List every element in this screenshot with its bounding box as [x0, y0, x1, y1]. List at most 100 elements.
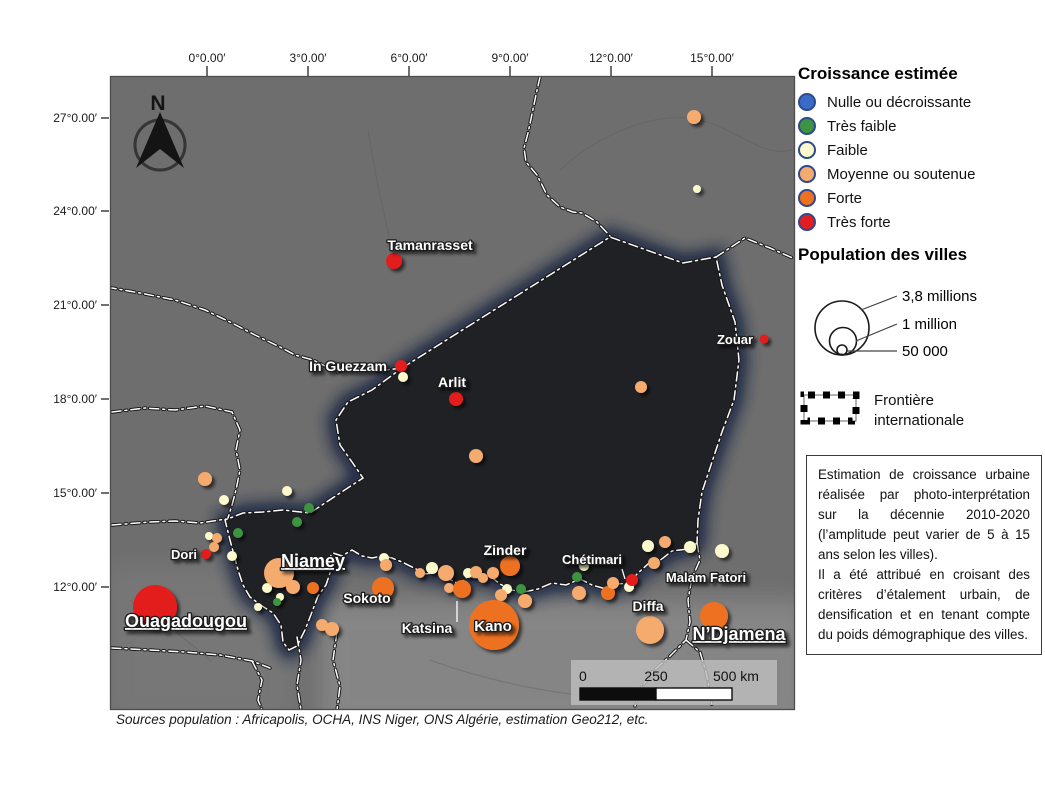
city-dot: [209, 542, 219, 552]
methodology-paragraph-1: Estimation de croissance urbaine réalisé…: [818, 467, 1030, 562]
growth-swatch-icon: [798, 93, 816, 111]
city-dot: [579, 561, 589, 571]
pop-size-label-small: 50 000: [902, 343, 948, 360]
growth-item-label: Très faible: [827, 117, 897, 135]
city-label-sokoto: Sokoto: [343, 590, 390, 606]
label-leader-lines: [456, 568, 626, 622]
city-label-in-guezzam: In Guezzam: [309, 358, 387, 374]
growth-swatch-icon: [798, 141, 816, 159]
legend-panel: Croissance estimée Nulle ou décroissante…: [798, 64, 1045, 432]
growth-legend-item: Faible: [798, 141, 1045, 159]
city-dot: [282, 486, 292, 496]
city-dot-katsina: [453, 580, 471, 598]
city-label-niamey: Niamey: [281, 551, 345, 571]
city-dot: [325, 622, 339, 636]
city-dot: [426, 562, 438, 574]
pop-size-label-large: 3,8 millions: [902, 288, 977, 305]
city-labels-layer: Tamanrasset In Guezzam Arlit Zouar Dori Niame…: [124, 236, 788, 646]
frontier-symbol-icon: [800, 391, 860, 425]
growth-swatch-icon: [798, 189, 816, 207]
city-dot: [684, 541, 696, 553]
city-dot-dori: [201, 549, 211, 559]
axis-label-left: 15°0.00′: [53, 486, 98, 500]
city-dot-ouagadougou: [133, 585, 177, 629]
axis-label-top: 15°0.00′: [690, 51, 735, 65]
city-dot: [469, 449, 483, 463]
scale-250: 250: [644, 668, 668, 684]
city-dot-niamey: [264, 558, 294, 588]
city-label-diffa: Diffa: [632, 598, 663, 614]
city-dot: [304, 503, 314, 513]
city-dot: [572, 572, 582, 582]
city-dot: [227, 551, 237, 561]
city-dot: [316, 619, 328, 631]
city-dot: [438, 565, 454, 581]
city-dot-zouar: [759, 334, 769, 344]
city-label-ouagadougou: Ouagadougou: [125, 611, 247, 631]
growth-legend-item: Nulle ou décroissante: [798, 93, 1045, 111]
city-dot-in-guezzam: [395, 360, 407, 372]
city-dot: [642, 540, 654, 552]
city-dot-sokoto: [372, 577, 394, 599]
city-dots-layer: [133, 110, 769, 650]
city-label-malam-fatori: Malam Fatori: [666, 570, 746, 585]
north-arrow-icon: [136, 112, 184, 168]
city-dot: [659, 536, 671, 548]
leader-line: [621, 568, 626, 580]
city-dot: [254, 603, 262, 611]
city-label-dori: Dori: [171, 547, 197, 562]
city-dot: [478, 573, 488, 583]
scale-bar: 0 250 500 km: [571, 660, 777, 705]
growth-swatch-icon: [798, 117, 816, 135]
city-dot: [415, 568, 425, 578]
growth-legend-item: Très forte: [798, 213, 1045, 231]
growth-legend-items: Nulle ou décroissante Très faible Faible Mo…: [798, 93, 1045, 231]
city-dot: [495, 589, 507, 601]
population-legend-title: Population des villes: [798, 245, 968, 264]
pop-circle-small: [836, 344, 848, 356]
axis-label-top: 9°0.00′: [491, 51, 529, 65]
axis-label-left: 18°0.00′: [53, 392, 98, 406]
growth-item-label: Forte: [827, 189, 863, 207]
city-dot: [715, 544, 729, 558]
city-dot: [205, 532, 213, 540]
frontier-label: Frontière internationale: [874, 389, 964, 432]
niger-country-shape: [225, 237, 739, 650]
city-dot: [380, 559, 392, 571]
city-dot: [233, 528, 243, 538]
pop-size-label-medium: 1 million: [902, 316, 957, 333]
growth-item-label: Très forte: [827, 213, 891, 231]
city-label-zinder: Zinder: [484, 542, 527, 558]
population-size-diagram: 3,8 millions 1 million 50 000: [814, 288, 977, 360]
growth-swatch-icon: [798, 165, 816, 183]
growth-item-label: Moyenne ou soutenue: [827, 165, 976, 183]
city-dot: [648, 557, 660, 569]
north-arrow: N: [133, 92, 187, 172]
city-dot: [444, 583, 454, 593]
axis-label-left: 21°0.00′: [53, 298, 98, 312]
methodology-note: Estimation de croissance urbaine réalisé…: [806, 455, 1042, 655]
city-label-arlit: Arlit: [438, 374, 466, 390]
city-dot-n-djamena: [700, 602, 728, 630]
frontier-legend: Frontière internationale: [798, 389, 1045, 432]
city-dot: [273, 598, 281, 606]
city-dot: [292, 517, 302, 527]
city-dot: [687, 110, 701, 124]
city-dot-diffa: [636, 616, 664, 644]
scale-500: 500 km: [713, 668, 759, 684]
methodology-paragraph-2: Il a été attribué en croisant des critèr…: [818, 566, 1030, 642]
axis-layer: 0°0.00′ 3°0.00′ 6°0.00′ 9°0.00′ 12°0.00′ 15°0…: [53, 51, 734, 594]
source-credit: Sources population : Africapolis, OCHA, …: [116, 712, 649, 727]
growth-legend-item: Très faible: [798, 117, 1045, 135]
axis-label-left: 12°0.00′: [53, 580, 98, 594]
city-label-tamanrasset: Tamanrasset: [387, 237, 473, 253]
growth-legend-title: Croissance estimée: [798, 64, 958, 83]
city-dot-tamanrasset: [386, 253, 402, 269]
city-dot: [487, 567, 499, 579]
city-dot-ch-timari: [626, 574, 638, 586]
city-dot-kano: [469, 600, 519, 650]
axis-label-left: 27°0.00′: [53, 111, 98, 125]
axis-label-left: 24°0.00′: [53, 204, 98, 218]
scale-0: 0: [579, 668, 587, 684]
